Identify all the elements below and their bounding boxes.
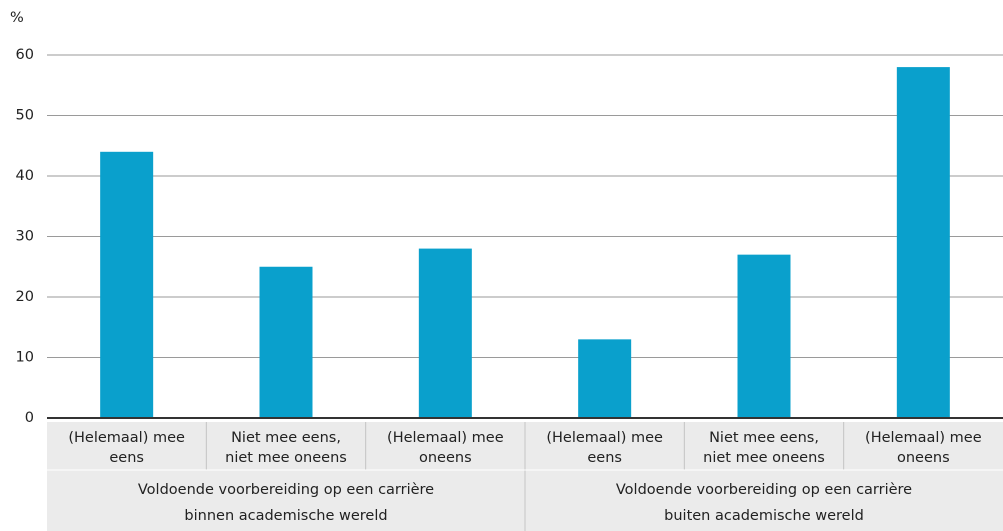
y-tick-label: 60 xyxy=(16,47,34,63)
y-tick-label: 40 xyxy=(16,168,34,184)
bar xyxy=(578,339,632,418)
x-tick-label: Niet mee eens, xyxy=(231,430,341,446)
x-tick-label: (Helemaal) mee xyxy=(865,430,982,446)
group-label: buiten academische wereld xyxy=(664,508,864,524)
y-tick-label: 10 xyxy=(16,350,34,366)
y-tick-label: 50 xyxy=(16,108,34,124)
y-tick-label: 30 xyxy=(16,229,34,245)
group-label: binnen academische wereld xyxy=(184,508,387,524)
x-tick-label: (Helemaal) mee xyxy=(387,430,504,446)
y-unit: % xyxy=(10,10,24,26)
x-tick-label: Niet mee eens, xyxy=(709,430,819,446)
x-tick-label: eens xyxy=(109,450,144,466)
bar xyxy=(259,266,313,418)
group-label: Voldoende voorbereiding op een carrière xyxy=(616,482,912,498)
bar xyxy=(737,254,791,418)
bar xyxy=(896,67,950,418)
x-tick-label: oneens xyxy=(419,450,472,466)
x-tick-label: eens xyxy=(587,450,622,466)
x-tick-label: (Helemaal) mee xyxy=(68,430,185,446)
bar xyxy=(418,248,472,418)
x-tick-label: (Helemaal) mee xyxy=(546,430,663,446)
y-tick-label: 20 xyxy=(16,289,34,305)
group-label: Voldoende voorbereiding op een carrière xyxy=(138,482,434,498)
x-tick-label: niet mee oneens xyxy=(703,450,825,466)
x-tick-label: oneens xyxy=(897,450,950,466)
y-tick-label: 0 xyxy=(25,410,34,426)
x-tick-label: niet mee oneens xyxy=(225,450,347,466)
bar xyxy=(100,151,154,419)
